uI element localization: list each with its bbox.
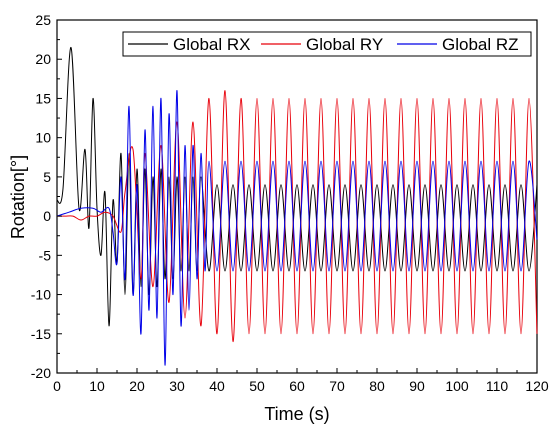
legend-box xyxy=(122,31,532,57)
y-tick-label: 0 xyxy=(43,208,51,224)
legend-label: Global RX xyxy=(173,35,250,54)
y-tick-label: 5 xyxy=(43,169,51,185)
x-tick-label: 20 xyxy=(129,378,145,394)
series-layer xyxy=(56,46,538,366)
y-tick-label: 10 xyxy=(35,130,51,146)
x-axis: 0 10 20 30 40 50 60 70 80 90 100 110 120 xyxy=(53,368,549,394)
x-tick-label: 70 xyxy=(329,378,345,394)
x-tick-label: 50 xyxy=(249,378,265,394)
x-tick-label: 60 xyxy=(289,378,305,394)
x-tick-label: 40 xyxy=(209,378,225,394)
legend-label: Global RZ xyxy=(442,35,519,54)
x-tick-label: 110 xyxy=(486,378,509,394)
x-tick-label: 120 xyxy=(525,378,549,394)
y-tick-label: -20 xyxy=(31,365,51,381)
y-tick-label: 25 xyxy=(35,12,51,28)
x-tick-label: 30 xyxy=(169,378,185,394)
legend: Global RX Global RY Global RZ xyxy=(122,31,532,57)
y-tick-label: -10 xyxy=(31,287,51,303)
series-line-global-rx xyxy=(56,46,538,327)
series-line-global-rz xyxy=(56,90,538,366)
legend-label: Global RY xyxy=(306,35,383,54)
x-tick-label: 80 xyxy=(369,378,385,394)
y-tick-label: 20 xyxy=(35,51,51,67)
x-tick-label: 10 xyxy=(89,378,105,394)
x-tick-label: 0 xyxy=(53,378,61,394)
x-axis-title: Time (s) xyxy=(264,404,329,424)
y-tick-label: -5 xyxy=(39,247,52,263)
y-tick-label: -15 xyxy=(31,326,51,342)
x-tick-label: 90 xyxy=(409,378,425,394)
plot-area-frame xyxy=(56,19,538,374)
series-line-global-ry xyxy=(56,90,538,343)
y-axis-title: Rotation[°] xyxy=(8,155,28,239)
y-tick-label: 15 xyxy=(35,90,51,106)
y-axis: -20 -15 -10 -5 0 5 10 15 20 25 xyxy=(31,12,62,381)
x-tick-label: 100 xyxy=(445,378,469,394)
